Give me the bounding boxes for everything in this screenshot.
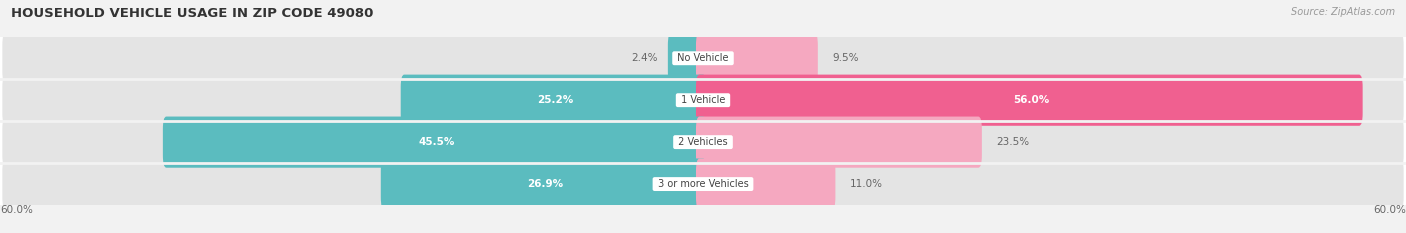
FancyBboxPatch shape — [3, 33, 1403, 84]
FancyBboxPatch shape — [696, 116, 981, 168]
Text: 2 Vehicles: 2 Vehicles — [675, 137, 731, 147]
Text: 23.5%: 23.5% — [995, 137, 1029, 147]
Text: 56.0%: 56.0% — [1012, 95, 1049, 105]
Text: 26.9%: 26.9% — [527, 179, 564, 189]
FancyBboxPatch shape — [696, 158, 835, 210]
FancyBboxPatch shape — [3, 158, 1403, 210]
Text: HOUSEHOLD VEHICLE USAGE IN ZIP CODE 49080: HOUSEHOLD VEHICLE USAGE IN ZIP CODE 4908… — [11, 7, 374, 20]
FancyBboxPatch shape — [3, 116, 1403, 168]
Text: 60.0%: 60.0% — [0, 205, 32, 215]
FancyBboxPatch shape — [381, 158, 707, 210]
FancyBboxPatch shape — [0, 79, 1406, 121]
FancyBboxPatch shape — [0, 163, 1406, 205]
FancyBboxPatch shape — [401, 75, 707, 126]
Text: Source: ZipAtlas.com: Source: ZipAtlas.com — [1291, 7, 1395, 17]
Text: 60.0%: 60.0% — [1374, 205, 1406, 215]
Text: 3 or more Vehicles: 3 or more Vehicles — [655, 179, 751, 189]
FancyBboxPatch shape — [0, 121, 1406, 163]
FancyBboxPatch shape — [163, 116, 707, 168]
Text: 25.2%: 25.2% — [537, 95, 574, 105]
Text: 9.5%: 9.5% — [832, 53, 859, 63]
FancyBboxPatch shape — [3, 75, 1403, 126]
FancyBboxPatch shape — [0, 37, 1406, 79]
FancyBboxPatch shape — [696, 33, 818, 84]
Text: 45.5%: 45.5% — [418, 137, 454, 147]
Text: No Vehicle: No Vehicle — [675, 53, 731, 63]
Text: 2.4%: 2.4% — [631, 53, 657, 63]
Text: 1 Vehicle: 1 Vehicle — [678, 95, 728, 105]
FancyBboxPatch shape — [696, 75, 1362, 126]
FancyBboxPatch shape — [668, 33, 707, 84]
Text: 11.0%: 11.0% — [849, 179, 883, 189]
